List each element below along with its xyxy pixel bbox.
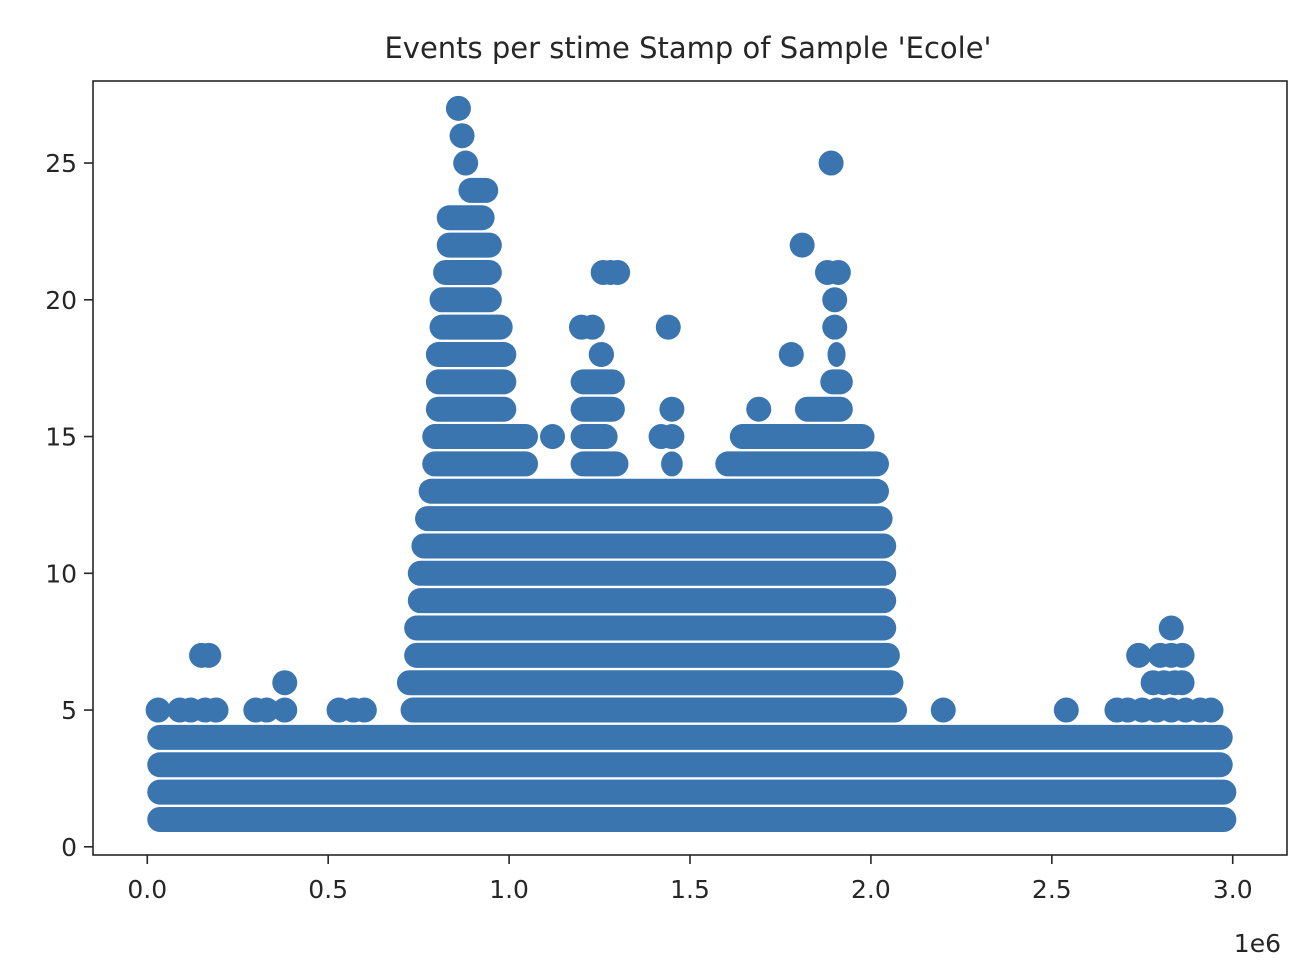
data-points-layer — [145, 95, 1237, 832]
data-point-row — [429, 314, 513, 340]
data-point-row — [400, 697, 908, 723]
y-axis-ticks: 0 5 10 15 20 25 — [45, 149, 93, 862]
x-tick-label: 2.5 — [1032, 875, 1072, 904]
data-point — [540, 424, 566, 450]
data-point-row — [429, 287, 502, 313]
data-point-row — [147, 724, 1233, 750]
data-point-row — [820, 369, 853, 395]
x-tick-label: 1.0 — [489, 875, 529, 904]
data-point-row — [396, 670, 904, 696]
data-point-row — [425, 396, 517, 422]
data-point — [1169, 642, 1195, 668]
data-point — [1198, 697, 1224, 723]
x-tick-label: 3.0 — [1213, 875, 1253, 904]
data-point — [1158, 615, 1184, 641]
y-tick-label: 15 — [45, 423, 77, 452]
chart-title: Events per stime Stamp of Sample 'Ecole' — [384, 31, 991, 65]
data-point-row — [436, 205, 495, 231]
data-point-row — [570, 396, 625, 422]
data-point — [272, 697, 298, 723]
y-tick-label: 5 — [61, 696, 77, 725]
x-tick-label: 2.0 — [851, 875, 891, 904]
data-point — [605, 259, 631, 285]
data-point — [579, 314, 605, 340]
data-point — [778, 341, 804, 367]
data-point-row — [661, 451, 683, 477]
data-point-row — [418, 478, 889, 504]
data-point-row — [570, 369, 625, 395]
plot-frame — [92, 80, 1288, 856]
data-point — [825, 259, 851, 285]
y-tick-label: 10 — [45, 559, 77, 588]
data-point-row — [436, 232, 502, 258]
data-point — [746, 396, 772, 422]
x-tick-label: 0.0 — [127, 875, 167, 904]
data-point — [449, 123, 475, 149]
data-point-row — [147, 752, 1233, 778]
data-point-row — [570, 424, 618, 450]
data-point-row — [404, 642, 900, 668]
data-point-row — [415, 506, 893, 532]
y-tick-label: 20 — [45, 286, 77, 315]
data-point-row — [794, 396, 853, 422]
x-axis-offset-label: 1e6 — [1234, 929, 1281, 958]
data-point-row — [425, 369, 517, 395]
data-point-row — [588, 341, 615, 367]
data-point — [789, 232, 815, 258]
data-point-row — [425, 341, 517, 367]
data-point — [254, 697, 280, 723]
data-point-row — [433, 259, 502, 285]
data-point — [351, 697, 377, 723]
y-tick-label: 25 — [45, 149, 77, 178]
data-point-row — [458, 177, 499, 203]
data-point-row — [729, 424, 875, 450]
data-point — [659, 396, 685, 422]
data-point — [1169, 670, 1195, 696]
data-point-row — [147, 806, 1237, 832]
data-point-row — [422, 424, 539, 450]
data-point — [453, 150, 479, 176]
data-point — [1126, 642, 1152, 668]
data-point-row — [715, 451, 889, 477]
data-point — [659, 424, 685, 450]
x-tick-label: 1.5 — [670, 875, 710, 904]
data-point — [145, 697, 171, 723]
data-point-row — [404, 615, 897, 641]
data-point-row — [411, 533, 897, 559]
x-tick-label: 0.5 — [308, 875, 348, 904]
data-point — [272, 670, 298, 696]
data-point-row — [407, 588, 897, 614]
data-point-row — [422, 451, 539, 477]
data-point-row — [407, 560, 897, 586]
data-point — [655, 314, 681, 340]
data-point — [1053, 697, 1079, 723]
data-point — [930, 697, 956, 723]
data-point — [196, 642, 222, 668]
data-point-row — [827, 341, 846, 367]
data-point — [822, 314, 848, 340]
data-point — [445, 95, 471, 121]
data-point — [203, 697, 229, 723]
data-point-row — [570, 451, 629, 477]
data-point — [818, 150, 844, 176]
data-point — [822, 287, 848, 313]
x-axis-ticks: 0.0 0.5 1.0 1.5 2.0 2.5 3.0 — [127, 855, 1253, 904]
y-tick-label: 0 — [61, 833, 77, 862]
data-point-row — [147, 779, 1237, 805]
